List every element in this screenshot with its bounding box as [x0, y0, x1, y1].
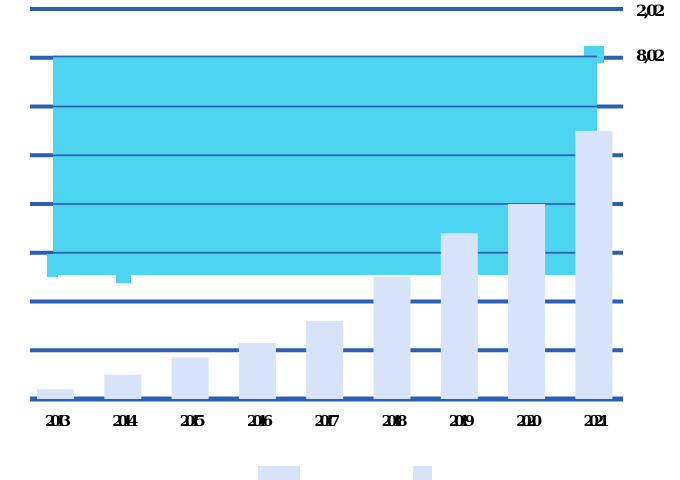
bar [373, 277, 411, 399]
x-axis-label: 2018 [381, 412, 408, 430]
gridline [30, 299, 623, 304]
y-axis-label-top: 2,02 [636, 1, 665, 20]
gridline [30, 7, 623, 11]
bar [238, 342, 276, 399]
x-axis-label: 2013 [45, 412, 71, 430]
bar [575, 130, 613, 399]
bar [306, 321, 344, 399]
x-axis-label: 2021 [583, 412, 610, 430]
gridline-overlay [53, 55, 597, 58]
gridline-overlay [53, 154, 597, 157]
x-axis-label: 2020 [516, 412, 542, 430]
x-axis-label: 2015 [179, 412, 206, 430]
x-axis-label: 2016 [247, 412, 273, 430]
gridline-overlay [53, 105, 597, 108]
x-axis-label: 2014 [112, 412, 138, 430]
bar [440, 233, 478, 399]
x-axis-label: 2017 [314, 412, 340, 430]
bar [104, 374, 142, 399]
bar [508, 204, 546, 399]
y-axis-label-second: 8,02 [636, 46, 665, 65]
bar [37, 389, 74, 399]
cyan-series-band [47, 46, 604, 283]
legend-swatch [258, 466, 300, 480]
legend-swatch [413, 466, 432, 480]
bar [171, 357, 209, 399]
gridline-overlay [53, 203, 597, 205]
x-axis-label: 2019 [448, 412, 475, 430]
gridline-overlay [53, 251, 597, 254]
